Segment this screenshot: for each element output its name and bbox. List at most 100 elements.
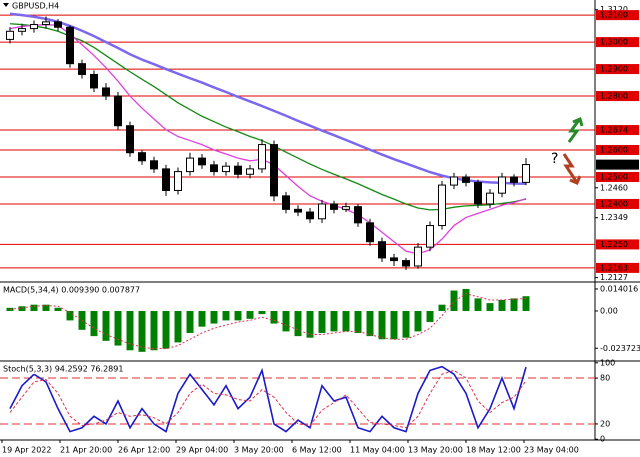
- level-label-bg: [596, 171, 639, 182]
- level-label: 1.2900: [600, 65, 628, 74]
- panel-title: Stoch(5,3,3) 94.2592 76.2891: [3, 365, 123, 374]
- x-tick-label: 29 Apr 04:00: [176, 446, 228, 455]
- macd-bar: [30, 304, 38, 311]
- candle-body: [78, 63, 86, 75]
- level-label-bg: [596, 64, 639, 75]
- panel-title: MACD(5,34,4) 0.009390 0.007877: [3, 286, 140, 295]
- y-tick-label: 1.2349: [600, 213, 628, 222]
- down-arrow-head: [569, 175, 582, 185]
- candle-body: [270, 144, 278, 197]
- candle-body: [6, 30, 14, 40]
- x-tick-label: 6 May 12:00: [292, 446, 342, 455]
- candle-body: [306, 211, 314, 220]
- macd-bar: [462, 288, 470, 311]
- candle-body: [522, 164, 530, 183]
- level-label: 1.2500: [600, 172, 628, 181]
- macd-bar: [306, 310, 314, 338]
- candle-body: [402, 260, 410, 267]
- candle-body: [294, 208, 302, 213]
- x-tick-label: 19 Apr 2022: [2, 446, 51, 455]
- x-tick-label: 3 May 20:00: [234, 446, 284, 455]
- level-label: 1.2600: [600, 145, 628, 154]
- macd-bar: [318, 310, 326, 333]
- macd-bar: [378, 310, 386, 340]
- macd-bar: [366, 310, 374, 337]
- candle-body: [138, 152, 146, 162]
- x-tick-label: 13 May 20:00: [408, 446, 463, 455]
- macd-bar: [282, 310, 290, 332]
- candle-body: [234, 165, 242, 175]
- macd-bar: [510, 298, 518, 311]
- level-label-bg: [596, 91, 639, 102]
- macd-bar: [162, 310, 170, 349]
- candle-body: [186, 157, 194, 173]
- macd-bar: [258, 310, 266, 315]
- level-label-bg: [596, 144, 639, 155]
- candle-body: [126, 125, 134, 154]
- indicator-line: [9, 23, 527, 255]
- macd-bar: [18, 306, 26, 311]
- indicator-line: [9, 12, 527, 185]
- indicator-line: [9, 369, 527, 429]
- level-label-bg: [596, 262, 639, 273]
- macd-bar: [522, 296, 530, 311]
- marks: 1.3120 1.2460 1.2349 1.2127 1.3100 1.3000 1.29…: [0, 5, 640, 455]
- candle-body: [462, 176, 470, 183]
- y-tick-label: 0: [600, 435, 605, 444]
- candle-body: [282, 195, 290, 210]
- y-tick-label: 0.00: [600, 306, 618, 315]
- y-tick-label: 1.3120: [600, 5, 628, 14]
- x-tick-label: 11 May 04:00: [350, 446, 405, 455]
- candle-body: [198, 157, 206, 166]
- macd-bar: [126, 310, 134, 351]
- candle-body: [114, 95, 122, 127]
- candle-body: [426, 225, 434, 248]
- macd-bar: [150, 310, 158, 351]
- menu-icon: [3, 3, 9, 7]
- down-arrow: [562, 153, 578, 182]
- candle-body: [162, 168, 170, 191]
- candle-body: [354, 206, 362, 224]
- macd-bar: [198, 310, 206, 327]
- level-label: 1.2400: [600, 199, 628, 208]
- macd-bar: [234, 310, 242, 321]
- macd-bar: [414, 310, 422, 332]
- macd-bar: [186, 310, 194, 333]
- candle-body: [450, 176, 458, 186]
- candle-body: [102, 87, 110, 97]
- candle-body: [378, 241, 386, 259]
- candle-body: [90, 73, 98, 89]
- candle-body: [174, 171, 182, 191]
- annotation: ?: [551, 151, 558, 167]
- macd-bar: [138, 310, 146, 352]
- macd-bar: [486, 303, 494, 311]
- candle-body: [18, 28, 26, 32]
- candle-body: [486, 192, 494, 205]
- candle-body: [438, 184, 446, 227]
- macd-bar: [270, 310, 278, 324]
- candle-body: [366, 222, 374, 243]
- macd-bar: [498, 299, 506, 311]
- x-tick-label: 26 Apr 12:00: [118, 446, 170, 455]
- candle-body: [330, 203, 338, 210]
- candle-body: [510, 176, 518, 183]
- level-label-bg: [596, 125, 639, 136]
- up-arrow-head: [572, 116, 584, 127]
- y-tick-label: -0.023723: [600, 344, 640, 353]
- macd-bar: [438, 304, 446, 311]
- macd-bar: [102, 310, 110, 341]
- x-tick-label: 21 Apr 20:00: [60, 446, 112, 455]
- candle-body: [258, 144, 266, 170]
- level-label-bg: [596, 37, 639, 48]
- level-label: 1.3100: [600, 11, 628, 20]
- macd-bar: [66, 310, 74, 321]
- macd-bar: [474, 298, 482, 311]
- macd-bar: [210, 310, 218, 324]
- macd-bar: [222, 310, 230, 321]
- y-tick-label: 20: [600, 419, 610, 428]
- candle-body: [318, 203, 326, 220]
- price-label: 1.25458: [600, 160, 633, 169]
- macd-bar: [90, 310, 98, 337]
- price-label-bg: [596, 159, 639, 170]
